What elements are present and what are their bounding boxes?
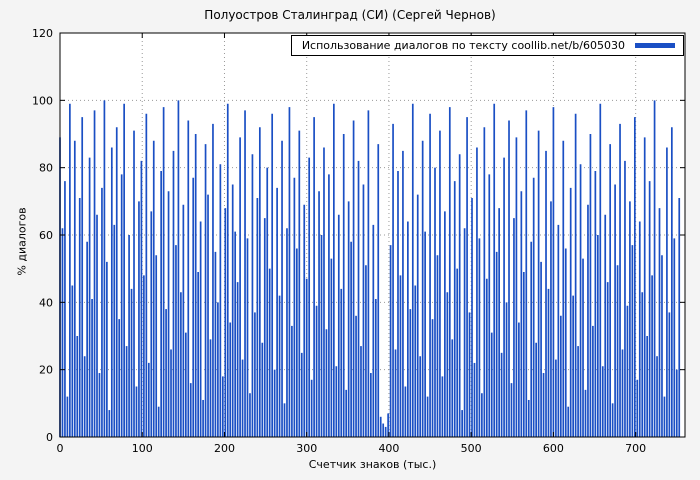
tick-labels: 0 100 200 300 400 500 600 700 0 20 40 60 80 100 120 (32, 27, 646, 455)
svg-text:40: 40 (39, 296, 53, 309)
svg-text:500: 500 (461, 442, 482, 455)
svg-text:80: 80 (39, 162, 53, 175)
bars (59, 100, 681, 437)
svg-text:400: 400 (378, 442, 399, 455)
svg-text:300: 300 (296, 442, 317, 455)
legend: Использование диалогов по тексту coollib… (290, 35, 684, 56)
legend-label: Использование диалогов по тексту coollib… (301, 39, 625, 52)
svg-text:60: 60 (39, 229, 53, 242)
svg-text:120: 120 (32, 27, 53, 40)
chart-title: Полуостров Сталинград (СИ) (Сергей Черно… (204, 8, 496, 22)
svg-text:0: 0 (46, 431, 53, 444)
svg-text:200: 200 (214, 442, 235, 455)
x-axis-label: Счетчик знаков (тыс.) (308, 458, 437, 471)
y-axis-label: % диалогов (15, 207, 29, 276)
svg-text:100: 100 (132, 442, 153, 455)
svg-text:100: 100 (32, 94, 53, 107)
legend-swatch (635, 43, 675, 48)
svg-text:0: 0 (57, 442, 64, 455)
svg-text:20: 20 (39, 364, 53, 377)
svg-text:700: 700 (625, 442, 646, 455)
svg-text:600: 600 (543, 442, 564, 455)
